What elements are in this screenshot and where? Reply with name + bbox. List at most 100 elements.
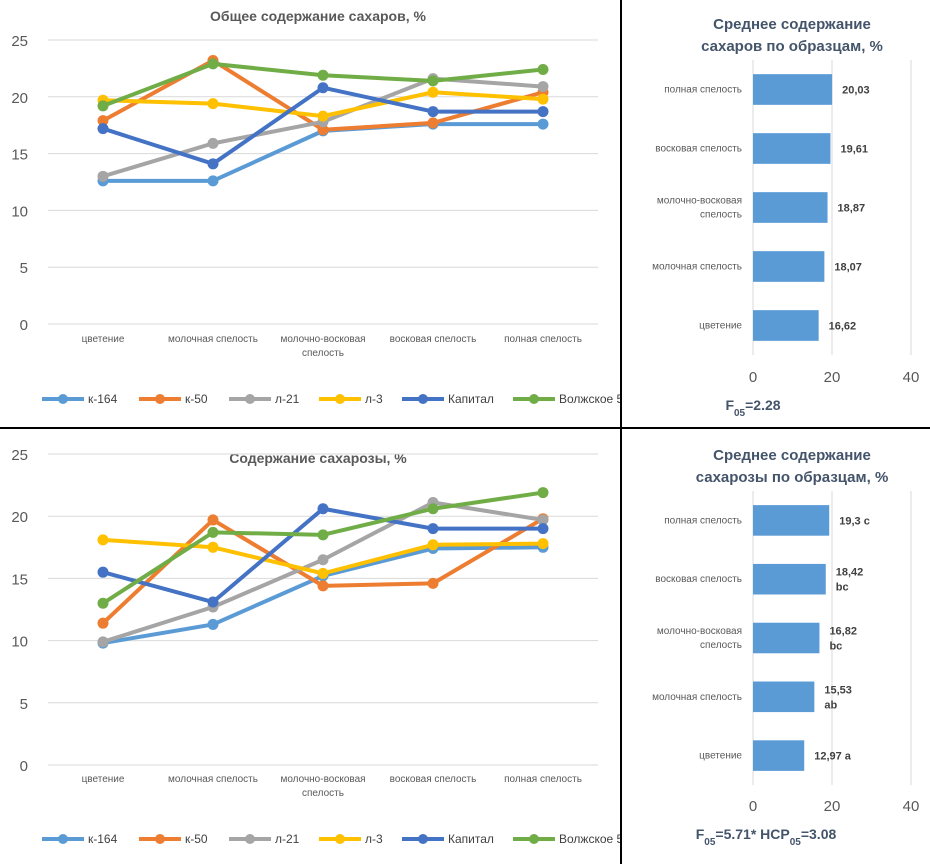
y-tick-label: 20 xyxy=(11,509,28,526)
data-point xyxy=(317,554,329,566)
data-label: 19,3 с xyxy=(839,515,870,527)
y-tick-label: 15 xyxy=(11,147,28,164)
data-label: bc xyxy=(829,641,842,653)
data-point xyxy=(207,526,219,538)
data-point xyxy=(537,81,549,93)
x-tick-label: 20 xyxy=(824,798,841,815)
y-tick-label: 10 xyxy=(11,634,28,651)
sucrose-bar-chart: Среднее содержание сахарозы по образцам, … xyxy=(652,447,919,848)
sucrose-line-chart: Содержание сахарозы, % 0 5 10 15 20 25 цветение… xyxy=(11,447,647,846)
data-label: 12,97 a xyxy=(814,751,852,763)
footnote: F05=2.28 xyxy=(725,397,780,419)
bar xyxy=(753,681,815,713)
legend-label: к-50 xyxy=(185,392,208,406)
chart-title: сахарозы по образцам, % xyxy=(696,469,889,486)
data-point xyxy=(97,566,109,578)
data-point xyxy=(207,618,219,630)
data-point xyxy=(427,106,439,118)
legend-marker xyxy=(245,394,255,404)
data-label: 18,87 xyxy=(838,203,866,215)
data-point xyxy=(317,567,329,579)
y-tick-label: 5 xyxy=(20,696,28,713)
data-label: ab xyxy=(824,699,837,711)
data-point xyxy=(207,137,219,149)
data-point xyxy=(537,523,549,535)
data-point xyxy=(207,175,219,187)
legend-label: к-164 xyxy=(88,832,118,846)
data-point xyxy=(317,110,329,122)
legend-marker xyxy=(529,834,539,844)
data-point xyxy=(427,503,439,515)
x-tick-label: спелость xyxy=(302,788,344,799)
legend-label: л-21 xyxy=(275,832,300,846)
bar xyxy=(753,133,831,164)
x-tick-label: восковая спелость xyxy=(390,334,477,345)
data-point xyxy=(97,597,109,609)
data-point xyxy=(97,170,109,182)
legend-marker xyxy=(245,834,255,844)
data-point xyxy=(537,487,549,499)
y-tick-label: молочная спелость xyxy=(652,692,742,703)
y-tick-label: цветение xyxy=(699,751,742,762)
bar xyxy=(753,192,828,223)
y-tick-label: 10 xyxy=(11,203,28,220)
x-tick-label: спелость xyxy=(302,348,344,359)
bar xyxy=(753,622,820,654)
legend-label: Капитал xyxy=(448,392,494,406)
bar xyxy=(753,740,805,771)
legend-label: к-164 xyxy=(88,392,118,406)
sugar-line-chart-panel: Общее содержание сахаров, % 0 5 10 15 20 25 цве… xyxy=(0,0,647,427)
horizontal-divider xyxy=(0,427,930,429)
x-tick-label: молочная спелость xyxy=(168,774,258,785)
chart-title: сахаров по образцам, % xyxy=(701,38,883,55)
x-tick-label: полная спелость xyxy=(504,334,582,345)
chart-title: Содержание сахарозы, % xyxy=(229,450,407,466)
legend-marker xyxy=(335,394,345,404)
chart-title: Среднее содержание xyxy=(713,16,871,33)
x-tick-label: 0 xyxy=(749,369,757,386)
data-point xyxy=(537,538,549,550)
legend-label: л-3 xyxy=(365,832,383,846)
legend-marker xyxy=(58,834,68,844)
x-tick-label: молочно-восковая xyxy=(280,334,365,345)
data-point xyxy=(207,98,219,110)
bar xyxy=(753,310,819,341)
bar xyxy=(753,563,826,595)
data-point xyxy=(317,124,329,136)
y-tick-label: 25 xyxy=(11,447,28,464)
data-label: 19,61 xyxy=(840,144,868,156)
chart-title: Общее содержание сахаров, % xyxy=(210,8,426,24)
data-label: 16,82 xyxy=(829,626,857,638)
data-point xyxy=(207,158,219,170)
legend-label: л-21 xyxy=(275,392,300,406)
data-point xyxy=(537,514,549,526)
x-tick-label: восковая спелость xyxy=(390,774,477,785)
data-point xyxy=(97,617,109,629)
footnote: F05=5.71* НСР05=3.08 xyxy=(696,826,837,848)
data-label: 20,03 xyxy=(842,85,870,97)
y-tick-label: спелость xyxy=(700,210,742,221)
y-tick-label: спелость xyxy=(700,640,742,651)
data-point xyxy=(207,58,219,70)
sugar-line-chart: Общее содержание сахаров, % 0 5 10 15 20 25 цве… xyxy=(11,8,647,406)
data-point xyxy=(97,115,109,127)
legend-marker xyxy=(58,394,68,404)
x-tick-label: цветение xyxy=(82,774,125,785)
legend-marker xyxy=(529,394,539,404)
data-point xyxy=(97,534,109,546)
legend-marker xyxy=(335,834,345,844)
sugar-bar-chart-panel: Среднее содержание сахаров по образцам, %… xyxy=(622,0,930,427)
data-point xyxy=(537,64,549,76)
sucrose-line-chart-panel: Содержание сахарозы, % 0 5 10 15 20 25 цветение… xyxy=(0,429,647,864)
legend-label: Капитал xyxy=(448,832,494,846)
y-tick-label: молочно-восковая xyxy=(657,196,742,207)
data-point xyxy=(97,636,109,648)
y-tick-label: полная спелость xyxy=(664,515,742,526)
x-tick-label: 20 xyxy=(824,369,841,386)
y-tick-label: восковая спелость xyxy=(655,144,742,155)
data-point xyxy=(317,580,329,592)
y-tick-label: полная спелость xyxy=(664,85,742,96)
data-point xyxy=(427,577,439,589)
legend-marker xyxy=(155,834,165,844)
bar xyxy=(753,505,830,536)
